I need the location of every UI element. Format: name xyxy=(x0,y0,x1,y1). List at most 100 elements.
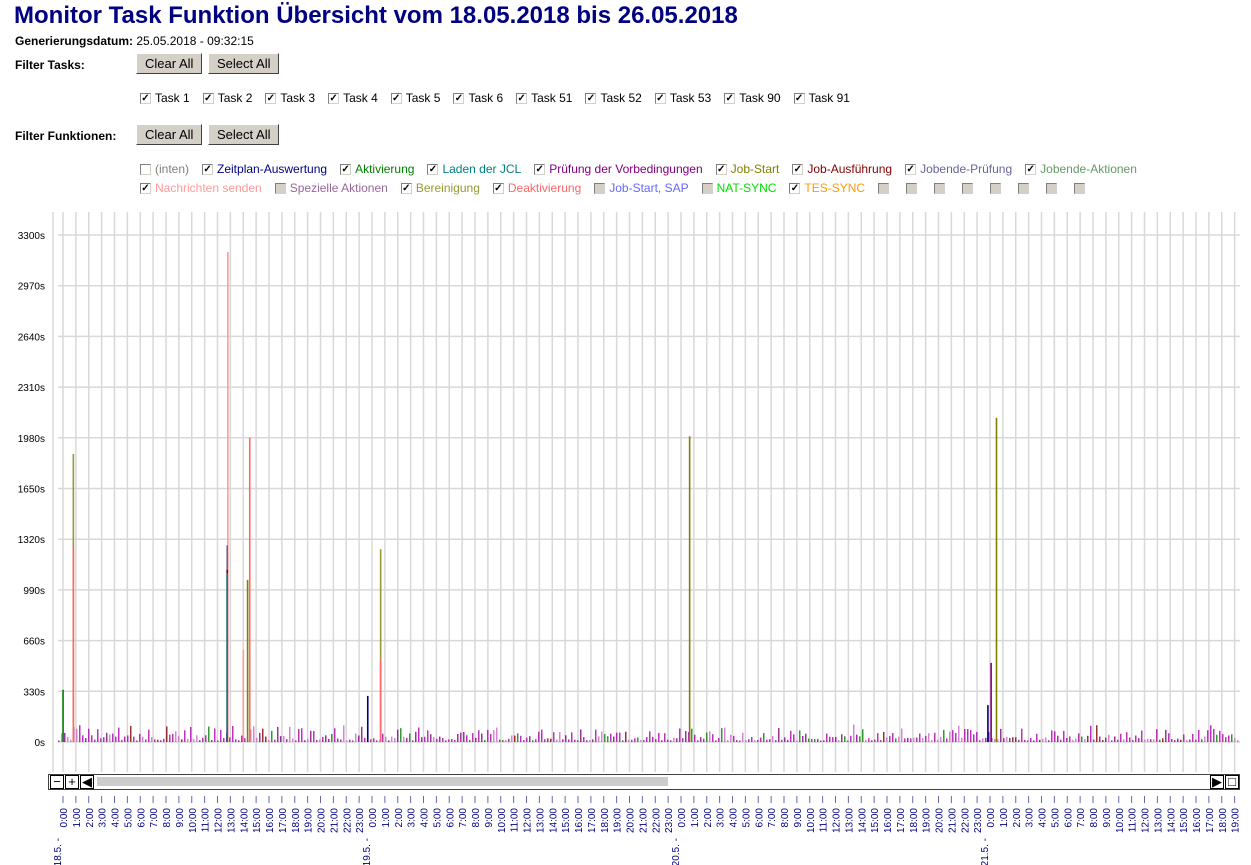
checkbox-task-3[interactable]: ✓ Task 3 xyxy=(265,91,315,105)
checkbox-box[interactable]: ✓ xyxy=(265,92,277,104)
zoom-out-button[interactable]: − xyxy=(50,775,64,789)
checkbox-box[interactable]: ✓ xyxy=(792,163,804,175)
zoom-in-button[interactable]: + xyxy=(65,775,79,789)
checkbox-box[interactable]: ✓ xyxy=(328,92,340,104)
checkbox-box[interactable]: ✓ xyxy=(534,163,546,175)
checkbox-box[interactable]: ✓ xyxy=(789,182,801,194)
checkbox-task-1[interactable]: ✓ Task 1 xyxy=(140,91,190,105)
baseline-bar xyxy=(889,735,891,742)
checkbox-box[interactable]: ✓ xyxy=(390,92,402,104)
tasks-clear-all-button[interactable]: Clear All xyxy=(136,53,203,74)
baseline-bar xyxy=(745,739,747,742)
checkbox-task-51[interactable]: ✓ Task 51 xyxy=(516,91,572,105)
checkbox-empty[interactable] xyxy=(1074,181,1089,195)
checkbox-box[interactable]: ✓ xyxy=(793,92,805,104)
baseline-bar xyxy=(1090,725,1092,742)
checkbox-job-start[interactable]: ✓ Job-Start xyxy=(715,162,779,176)
checkbox-box[interactable] xyxy=(594,182,606,194)
checkbox-box[interactable] xyxy=(962,182,974,194)
checkbox-empty[interactable] xyxy=(906,181,921,195)
checkbox-box[interactable]: ✓ xyxy=(140,92,151,104)
checkbox-label: TES-SYNC xyxy=(804,181,866,195)
checkbox-job-ausführung[interactable]: ✓ Job-Ausführung xyxy=(792,162,892,176)
tasks-select-all-button[interactable]: Select All xyxy=(208,53,280,74)
checkbox-task-5[interactable]: ✓ Task 5 xyxy=(390,91,440,105)
checkbox-task-53[interactable]: ✓ Task 53 xyxy=(654,91,712,105)
functions-select-all-button[interactable]: Select All xyxy=(208,124,280,145)
baseline-bar xyxy=(739,740,741,742)
checkbox-task-90[interactable]: ✓ Task 90 xyxy=(724,91,781,105)
checkbox-jobende-aktionen[interactable]: ✓ Jobende-Aktionen xyxy=(1025,162,1137,176)
functions-clear-all-button[interactable]: Clear All xyxy=(136,124,203,145)
checkbox-box[interactable] xyxy=(878,182,890,194)
checkbox-box[interactable] xyxy=(140,163,151,175)
checkbox-task-91[interactable]: ✓ Task 91 xyxy=(793,91,850,105)
baseline-bar xyxy=(340,739,342,742)
checkbox-task-52[interactable]: ✓ Task 52 xyxy=(585,91,642,105)
baseline-bar xyxy=(925,735,927,742)
checkbox-box[interactable]: ✓ xyxy=(340,163,352,175)
checkbox-laden-der-jcl[interactable]: ✓ Laden der JCL xyxy=(427,162,521,176)
checkbox-box[interactable]: ✓ xyxy=(654,92,666,104)
checkbox-task-4[interactable]: ✓ Task 4 xyxy=(328,91,378,105)
checkbox-nachrichten-senden[interactable]: ✓ Nachrichten senden xyxy=(140,181,262,195)
checkbox-box[interactable]: ✓ xyxy=(516,92,528,104)
checkbox-box[interactable]: ✓ xyxy=(400,182,412,194)
checkbox-box[interactable] xyxy=(1074,182,1086,194)
checkbox-task-2[interactable]: ✓ Task 2 xyxy=(202,91,252,105)
checkbox-box[interactable]: ✓ xyxy=(202,163,214,175)
baseline-bar xyxy=(589,739,591,742)
checkbox-box[interactable]: ✓ xyxy=(492,182,504,194)
checkbox-box[interactable]: ✓ xyxy=(202,92,214,104)
checkbox-box[interactable] xyxy=(906,182,918,194)
checkbox-aktivierung[interactable]: ✓ Aktivierung xyxy=(340,162,414,176)
checkbox-box[interactable] xyxy=(1046,182,1058,194)
checkbox-box[interactable] xyxy=(274,182,286,194)
reset-zoom-button[interactable]: □ xyxy=(1225,775,1239,789)
scrollbar[interactable]: − + ◀ ▶ □ xyxy=(48,774,1240,790)
checkbox-empty[interactable] xyxy=(1018,181,1033,195)
baseline-bar xyxy=(199,740,201,742)
checkbox-label: Task 53 xyxy=(669,91,712,105)
checkbox-task-6[interactable]: ✓ Task 6 xyxy=(453,91,503,105)
x-tick-label: 11:00 xyxy=(819,808,830,833)
checkbox-job-start-sap[interactable]: Job-Start, SAP xyxy=(594,181,689,195)
checkbox-box[interactable]: ✓ xyxy=(427,163,439,175)
checkbox-prüfung-der-vorbedingungen[interactable]: ✓ Prüfung der Vorbedingungen xyxy=(534,162,703,176)
baseline-bar xyxy=(460,732,462,742)
checkbox-empty[interactable] xyxy=(990,181,1005,195)
checkbox-box[interactable]: ✓ xyxy=(140,182,151,194)
checkbox-nat-sync[interactable]: NAT-SYNC xyxy=(701,181,776,195)
y-tick-label: 2310s xyxy=(18,383,45,394)
checkbox-box[interactable]: ✓ xyxy=(715,163,727,175)
checkbox-empty[interactable] xyxy=(1046,181,1061,195)
scroll-left-button[interactable]: ◀ xyxy=(80,774,94,789)
checkbox-box[interactable]: ✓ xyxy=(724,92,736,104)
baseline-bar xyxy=(292,738,294,742)
checkbox-zeitplan-auswertung[interactable]: ✓ Zeitplan-Auswertung xyxy=(202,162,327,176)
baseline-bar xyxy=(445,740,447,742)
scroll-right-button[interactable]: ▶ xyxy=(1210,774,1224,789)
checkbox-box[interactable]: ✓ xyxy=(453,92,465,104)
checkbox-spezielle-aktionen[interactable]: Spezielle Aktionen xyxy=(274,181,388,195)
checkbox--inten-[interactable]: (inten) xyxy=(140,162,189,176)
checkbox-bereinigung[interactable]: ✓ Bereinigung xyxy=(400,181,480,195)
checkbox-box[interactable]: ✓ xyxy=(1025,163,1037,175)
baseline-bar xyxy=(1096,725,1098,742)
scrollbar-thumb[interactable] xyxy=(97,777,669,786)
baseline-bar xyxy=(334,728,336,742)
baseline-bar xyxy=(1042,738,1044,742)
checkbox-box[interactable]: ✓ xyxy=(585,92,597,104)
checkbox-box[interactable] xyxy=(1018,182,1030,194)
checkbox-empty[interactable] xyxy=(878,181,893,195)
checkbox-jobende-prüfung[interactable]: ✓ Jobende-Prüfung xyxy=(905,162,1012,176)
checkbox-empty[interactable] xyxy=(962,181,977,195)
checkbox-tes-sync[interactable]: ✓ TES-SYNC xyxy=(789,181,865,195)
checkbox-deaktivierung[interactable]: ✓ Deaktivierung xyxy=(492,181,581,195)
checkbox-empty[interactable] xyxy=(934,181,949,195)
checkbox-box[interactable] xyxy=(701,182,713,194)
checkbox-box[interactable]: ✓ xyxy=(905,163,917,175)
x-tick-label: 0:00 xyxy=(677,808,688,828)
checkbox-box[interactable] xyxy=(934,182,946,194)
checkbox-box[interactable] xyxy=(990,182,1002,194)
